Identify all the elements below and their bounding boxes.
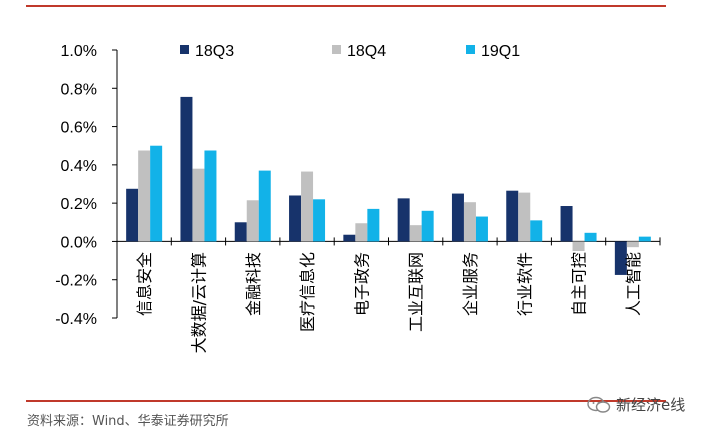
category-label: 电子政务 bbox=[352, 252, 371, 316]
source-note: 资料来源：Wind、华泰证券研究所 bbox=[27, 414, 229, 429]
category-label: 行业软件 bbox=[515, 252, 534, 316]
bar-18q3-4 bbox=[289, 195, 302, 242]
bar-chart: 1.0% 0.8% 0.6% 0.4% 0.2% 0.0% -0.2% -0.4% 信息安全 大数… bbox=[55, 43, 661, 353]
bar-19q1-10 bbox=[638, 236, 651, 242]
y-tick-label: 1.0% bbox=[61, 43, 97, 60]
bar-19q1-4 bbox=[313, 199, 326, 242]
y-tick-label: -0.2% bbox=[55, 273, 97, 290]
y-tick-label: 0.6% bbox=[61, 120, 97, 137]
category-label: 人工智能 bbox=[624, 252, 643, 316]
y-tick-label: -0.4% bbox=[55, 311, 97, 328]
bar-18q3-8 bbox=[506, 190, 519, 242]
y-tick-label: 0.8% bbox=[61, 81, 97, 98]
bar-19q1-5 bbox=[367, 208, 380, 242]
bar-19q1-8 bbox=[530, 220, 543, 242]
bar-18q3-9 bbox=[560, 206, 573, 242]
watermark-text: 新经济e线 bbox=[616, 396, 686, 414]
category-label: 工业互联网 bbox=[407, 252, 426, 332]
bar-18q3-6 bbox=[397, 198, 410, 242]
bar-18q4-5 bbox=[355, 223, 368, 242]
top-rule bbox=[26, 5, 666, 7]
y-tick-label: 0.2% bbox=[61, 196, 97, 213]
bar-18q3-5 bbox=[343, 234, 356, 242]
watermark: 新经济e线 bbox=[586, 394, 685, 415]
legend-swatch-18q4 bbox=[332, 45, 341, 54]
category-label: 自主可控 bbox=[570, 252, 589, 316]
bar-18q4-10 bbox=[626, 241, 639, 248]
bar-18q4-2 bbox=[192, 168, 205, 242]
bar-19q1-6 bbox=[421, 210, 434, 242]
category-label: 信息安全 bbox=[135, 252, 154, 316]
bar-18q4-7 bbox=[463, 202, 476, 242]
bar-18q4-9 bbox=[572, 241, 585, 251]
bar-18q4-6 bbox=[409, 225, 422, 242]
legend-swatch-18q3 bbox=[180, 45, 189, 54]
bar-19q1-3 bbox=[258, 170, 271, 242]
bar-19q1-2 bbox=[204, 150, 217, 242]
y-tick-label: 0.4% bbox=[61, 158, 97, 175]
y-tick-label: 0.0% bbox=[61, 234, 97, 251]
category-label: 企业服务 bbox=[461, 252, 480, 316]
bar-18q3-3 bbox=[234, 222, 247, 242]
legend-label-18q3: 18Q3 bbox=[195, 43, 234, 60]
bar-18q4-3 bbox=[246, 200, 259, 242]
category-label: 大数据/云计算 bbox=[189, 252, 208, 353]
bar-18q4-1 bbox=[138, 150, 151, 242]
category-label: 金融科技 bbox=[244, 252, 263, 316]
bar-18q4-8 bbox=[518, 192, 531, 242]
bar-18q3-10 bbox=[614, 241, 627, 275]
bar-18q3-1 bbox=[126, 188, 139, 242]
bar-19q1-7 bbox=[475, 216, 488, 242]
legend-swatch-19q1 bbox=[466, 45, 475, 54]
legend-label-19q1: 19Q1 bbox=[481, 43, 520, 60]
bottom-rule bbox=[26, 400, 666, 402]
wechat-icon bbox=[587, 396, 611, 413]
bar-19q1-9 bbox=[584, 232, 597, 242]
category-label: 医疗信息化 bbox=[298, 252, 317, 332]
bar-18q4-4 bbox=[301, 171, 314, 242]
bar-18q3-2 bbox=[180, 96, 193, 242]
bar-18q3-7 bbox=[451, 193, 464, 242]
bar-19q1-1 bbox=[150, 145, 163, 242]
legend-label-18q4: 18Q4 bbox=[347, 43, 386, 60]
